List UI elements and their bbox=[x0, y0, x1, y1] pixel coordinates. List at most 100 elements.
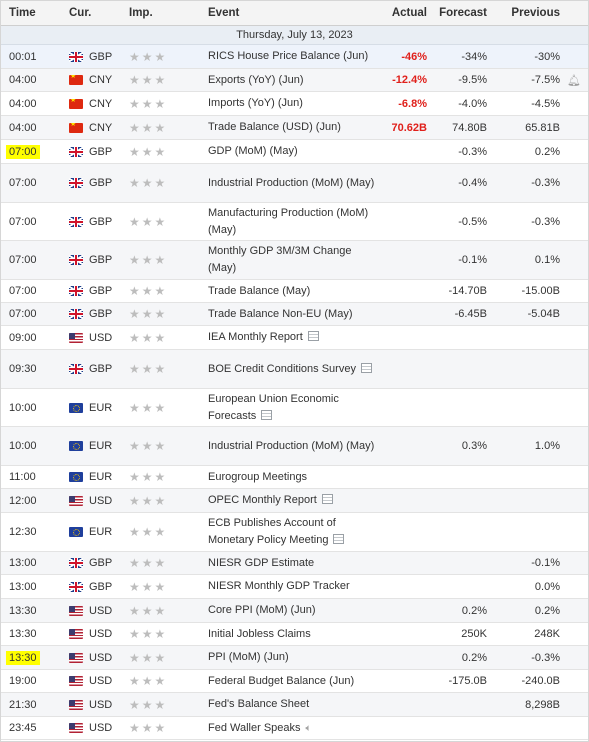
table-row[interactable]: 13:30 USD ★ ★ ★ Initial Jobless Claims 250K 248… bbox=[1, 623, 588, 646]
table-row[interactable]: 19:00 USD ★ ★ ★ Federal Budget Balance (Jun) -… bbox=[1, 670, 588, 693]
event-name-text[interactable]: Core PPI (MoM) (Jun) bbox=[208, 604, 316, 616]
event-name[interactable]: Fed's Balance Sheet bbox=[199, 693, 377, 716]
table-row[interactable]: 10:00 EUR ★ ★ ★ European Union Economic Forec… bbox=[1, 389, 588, 427]
table-row[interactable]: 13:30 USD ★ ★ ★ Core PPI (MoM) (Jun) 0.2% 0.2% bbox=[1, 599, 588, 623]
alert-cell[interactable]: 🔔︎ bbox=[560, 69, 588, 91]
event-name[interactable]: Trade Balance Non-EU (May) bbox=[199, 303, 377, 325]
star-icon: ★ bbox=[141, 214, 153, 229]
event-name[interactable]: GDP (MoM) (May) bbox=[199, 140, 377, 163]
event-name[interactable]: RICS House Price Balance (Jun) bbox=[199, 45, 377, 68]
table-row[interactable]: 04:00CNY★★★Trade Balance (USD) (Jun)70.6… bbox=[1, 116, 588, 140]
table-row[interactable]: 04:00CNY★★★Imports (YoY) (Jun)-6.8%-4.0%… bbox=[1, 92, 588, 116]
table-row[interactable]: 09:30 GBP ★ ★ ★ BOE Credit Conditions Survey bbox=[1, 350, 588, 389]
table-row[interactable]: 00:01 GBP ★ ★ ★ RICS House Price Balance (Jun… bbox=[1, 45, 588, 69]
header-previous[interactable]: Previous bbox=[511, 7, 560, 19]
event-name[interactable]: NIESR GDP Estimate bbox=[199, 552, 377, 574]
event-name-text[interactable]: Fed's Balance Sheet bbox=[208, 698, 310, 710]
event-name[interactable]: Federal Budget Balance (Jun) bbox=[199, 670, 377, 692]
event-name[interactable]: IEA Monthly Report bbox=[199, 326, 377, 349]
cn-flag-icon bbox=[69, 122, 83, 133]
event-name[interactable]: PPI (MoM) (Jun) bbox=[199, 646, 377, 669]
table-row[interactable]: 07:00 GBP ★ ★ ★ Monthly GDP 3M/3M Change (May… bbox=[1, 241, 588, 280]
event-name[interactable]: ECB Publishes Account of Monetary Policy… bbox=[199, 513, 377, 551]
event-name[interactable]: NIESR Monthly GDP Tracker bbox=[199, 575, 377, 598]
table-row[interactable]: 23:45 USD ★ ★ ★ Fed Waller Speaks 🔈︎ bbox=[1, 717, 588, 740]
event-name-text[interactable]: Exports (YoY) (Jun) bbox=[208, 73, 304, 86]
event-time-text: 13:00 bbox=[9, 557, 37, 569]
event-name-text[interactable]: OPEC Monthly Report bbox=[208, 494, 317, 506]
table-row[interactable]: 21:30 USD ★ ★ ★ Fed's Balance Sheet 8,298B bbox=[1, 693, 588, 717]
event-name-text[interactable]: Fed Waller Speaks bbox=[208, 721, 301, 734]
event-name-text[interactable]: BOE Credit Conditions Survey bbox=[208, 362, 356, 375]
table-row[interactable]: 10:00 EUR ★ ★ ★ Industrial Production (MoM) (… bbox=[1, 427, 588, 466]
event-actual bbox=[377, 646, 427, 669]
currency-code: USD bbox=[89, 604, 113, 617]
event-name-text[interactable]: GDP (MoM) (May) bbox=[208, 145, 298, 157]
header-actual[interactable]: Actual bbox=[391, 7, 427, 19]
event-name-text[interactable]: European Union Economic Forecasts bbox=[208, 392, 339, 422]
event-time: 00:01 bbox=[1, 45, 57, 68]
table-row[interactable]: 13:00 GBP ★ ★ ★ NIESR GDP Estimate -0.1% bbox=[1, 552, 588, 575]
table-row[interactable]: 07:00 GBP ★ ★ ★ Industrial Production (MoM) (… bbox=[1, 164, 588, 203]
event-name[interactable]: Eurogroup Meetings bbox=[199, 466, 377, 488]
event-name-text[interactable]: Industrial Production (MoM) (May) bbox=[208, 439, 375, 452]
event-name-text[interactable]: Trade Balance Non-EU (May) bbox=[208, 307, 353, 320]
importance-rating: ★ ★ ★ bbox=[119, 646, 199, 669]
event-name[interactable]: Industrial Production (MoM) (May) bbox=[199, 164, 377, 202]
event-name-text[interactable]: NIESR GDP Estimate bbox=[208, 556, 315, 569]
event-name[interactable]: Initial Jobless Claims bbox=[199, 623, 377, 645]
table-row[interactable]: 12:00 USD ★ ★ ★ OPEC Monthly Report bbox=[1, 489, 588, 513]
event-name-text[interactable]: Trade Balance (May) bbox=[208, 284, 311, 297]
alert-cell bbox=[560, 623, 588, 645]
event-name[interactable]: Trade Balance (May) bbox=[199, 280, 377, 302]
table-row[interactable]: 07:00 GBP ★ ★ ★ GDP (MoM) (May) -0.3% 0.2% bbox=[1, 140, 588, 164]
event-currency: EUR bbox=[57, 427, 119, 465]
event-name-text[interactable]: ECB Publishes Account of Monetary Policy… bbox=[208, 517, 336, 546]
table-row[interactable]: 13:30 USD ★ ★ ★ PPI (MoM) (Jun) 0.2% -0.3% bbox=[1, 646, 588, 670]
event-name-text[interactable]: RICS House Price Balance (Jun) bbox=[208, 50, 369, 62]
event-name[interactable]: Fed Waller Speaks 🔈︎ bbox=[199, 717, 377, 739]
header-event[interactable]: Event bbox=[208, 6, 240, 19]
event-name[interactable]: BOE Credit Conditions Survey bbox=[199, 350, 377, 388]
event-name-text[interactable]: IEA Monthly Report bbox=[208, 331, 303, 343]
event-name-text[interactable]: PPI (MoM) (Jun) bbox=[208, 651, 289, 663]
event-name[interactable]: Industrial Production (MoM) (May) bbox=[199, 427, 377, 465]
bell-alert-icon[interactable]: 🔔︎ bbox=[567, 74, 581, 87]
event-name-text[interactable]: Monthly GDP 3M/3M Change (May) bbox=[208, 245, 352, 274]
event-name[interactable]: Imports (YoY) (Jun) bbox=[199, 92, 377, 115]
table-row[interactable]: 04:00CNY★★★Exports (YoY) (Jun)-12.4%-9.5… bbox=[1, 69, 588, 92]
table-row[interactable]: 13:00 GBP ★ ★ ★ NIESR Monthly GDP Tracker 0.0% bbox=[1, 575, 588, 599]
table-row[interactable]: 07:00 GBP ★ ★ ★ Trade Balance (May) -14.70B -15… bbox=[1, 280, 588, 303]
table-row[interactable]: 09:00 USD ★ ★ ★ IEA Monthly Report bbox=[1, 326, 588, 350]
table-row[interactable]: 12:30 EUR ★ ★ ★ ECB Publishes Account of Mone… bbox=[1, 513, 588, 552]
event-previous: -7.5% bbox=[531, 74, 560, 86]
header-forecast[interactable]: Forecast bbox=[439, 7, 487, 19]
header-time[interactable]: Time bbox=[9, 7, 36, 19]
event-name-text[interactable]: Industrial Production (MoM) (May) bbox=[208, 176, 375, 189]
table-row[interactable]: 11:00 EUR ★ ★ ★ Eurogroup Meetings bbox=[1, 466, 588, 489]
event-name[interactable]: Core PPI (MoM) (Jun) bbox=[199, 599, 377, 622]
currency-code: GBP bbox=[89, 557, 113, 569]
event-name-text[interactable]: Imports (YoY) (Jun) bbox=[208, 97, 303, 109]
event-name[interactable]: Trade Balance (USD) (Jun) bbox=[199, 116, 377, 139]
event-currency: CNY bbox=[57, 116, 119, 139]
event-name-text[interactable]: Eurogroup Meetings bbox=[208, 470, 308, 483]
table-row[interactable]: 07:00 GBP ★ ★ ★ Manufacturing Production (MoM… bbox=[1, 203, 588, 241]
event-name[interactable]: Manufacturing Production (MoM) (May) bbox=[199, 203, 377, 240]
event-name[interactable]: European Union Economic Forecasts bbox=[199, 389, 377, 426]
event-name[interactable]: Exports (YoY) (Jun) bbox=[199, 69, 377, 91]
event-time: 21:30 bbox=[1, 693, 57, 716]
header-currency[interactable]: Cur. bbox=[69, 7, 92, 19]
table-row[interactable]: 07:00 GBP ★ ★ ★ Trade Balance Non-EU (May) -6.… bbox=[1, 303, 588, 326]
event-name-text[interactable]: Trade Balance (USD) (Jun) bbox=[208, 121, 341, 133]
event-name[interactable]: Monthly GDP 3M/3M Change (May) bbox=[199, 241, 377, 279]
event-currency: CNY bbox=[57, 69, 119, 91]
event-name[interactable]: OPEC Monthly Report bbox=[199, 489, 377, 512]
event-currency: USD bbox=[57, 623, 119, 645]
event-name-text[interactable]: Initial Jobless Claims bbox=[208, 627, 311, 640]
event-name-text[interactable]: Manufacturing Production (MoM) (May) bbox=[208, 206, 369, 236]
currency-code: GBP bbox=[89, 145, 113, 158]
header-importance[interactable]: Imp. bbox=[129, 7, 153, 19]
event-name-text[interactable]: NIESR Monthly GDP Tracker bbox=[208, 580, 350, 592]
event-name-text[interactable]: Federal Budget Balance (Jun) bbox=[208, 674, 355, 687]
